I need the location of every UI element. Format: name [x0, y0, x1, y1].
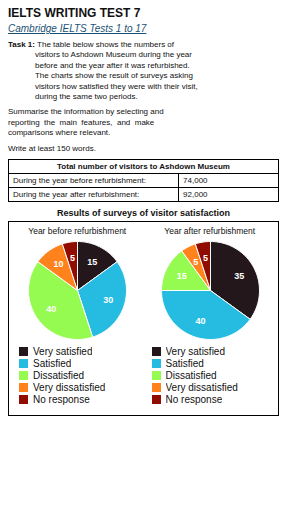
html-text:Satisfied: Satisfied — [165, 357, 204, 369]
html-text:Very satisfied: Very satisfied — [165, 345, 225, 357]
html-text:Results of surveys of visitor: Results of surveys of visitor satisfacti… — [57, 207, 230, 218]
html-text:IELTS WRITING TEST 7: IELTS WRITING TEST 7 — [8, 6, 141, 20]
svg-text:5: 5 — [193, 256, 198, 266]
svg-text:10: 10 — [54, 259, 64, 269]
html-text:Very satisfied: Very satisfied — [33, 345, 93, 357]
svg-text:35: 35 — [234, 271, 244, 281]
html-text:No response: No response — [165, 393, 223, 405]
svg-text:40: 40 — [47, 304, 57, 314]
html-text:Dissatisfied: Dissatisfied — [33, 369, 85, 381]
html-text:Total number of visitors to As: Total number of visitors to Ashdown Muse… — [57, 161, 230, 171]
html-text:92,000: 92,000 — [183, 189, 208, 199]
html-text:Dissatisfied: Dissatisfied — [165, 369, 217, 381]
html-text:Task 1: The table below shows: Task 1: The table below shows the number… — [8, 40, 198, 101]
html-text:Very dissatisfied: Very dissatisfied — [165, 381, 238, 393]
svg-text:15: 15 — [87, 256, 97, 266]
svg-text:15: 15 — [176, 271, 186, 281]
html-text:No response: No response — [33, 393, 90, 405]
svg-text:5: 5 — [203, 253, 208, 263]
svg-text:5: 5 — [70, 253, 75, 263]
svg-text:40: 40 — [195, 316, 205, 326]
html-text:Very dissatisfied: Very dissatisfied — [33, 381, 106, 393]
html-text:During the year after refurbis: During the year after refurbishment: — [13, 189, 140, 199]
html-text:74,000: 74,000 — [183, 175, 208, 185]
html-text:During the year before refurbi: During the year before refurbishment: — [13, 175, 146, 185]
svg-text:30: 30 — [103, 295, 113, 305]
html-text:Year after refurbishment: Year after refurbishment — [164, 225, 256, 236]
html-text:Satisfied: Satisfied — [33, 357, 72, 369]
html-text:Write at least 150 words.: Write at least 150 words. — [8, 143, 96, 153]
html-text:Cambridge IELTS Tests 1 to 17: Cambridge IELTS Tests 1 to 17 — [8, 23, 147, 34]
html-text:Year before refurbishment: Year before refurbishment — [28, 225, 127, 236]
html-text:Summarise the information by s: Summarise the information by selecting a… — [8, 107, 164, 138]
